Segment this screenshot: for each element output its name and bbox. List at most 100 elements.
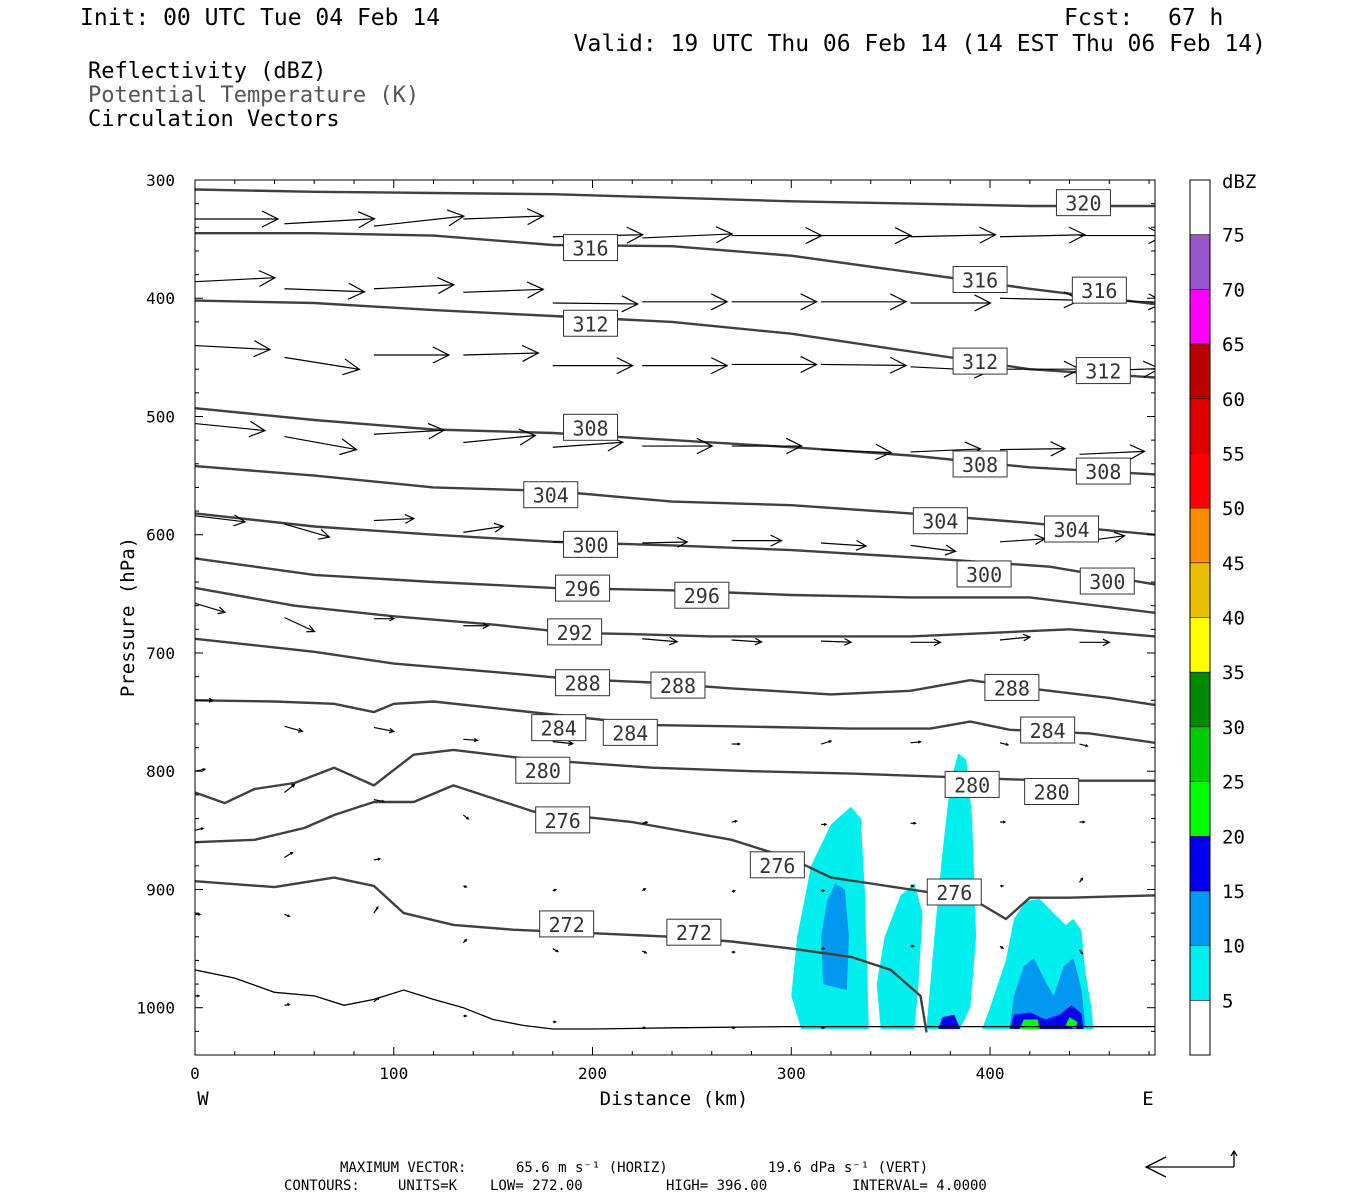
- x-tick-label: 100: [379, 1064, 408, 1083]
- vector-shaft: [552, 741, 573, 745]
- vector-shaft: [284, 616, 315, 633]
- vector-shaft: [284, 784, 295, 793]
- vector-head: [616, 357, 635, 375]
- contour-label-box: 304: [912, 507, 968, 535]
- contour-label: 280: [1034, 781, 1070, 805]
- contour-label-box: 316: [952, 266, 1008, 294]
- colorbar-label: 15: [1222, 881, 1245, 903]
- contour-label-bg: [523, 481, 579, 509]
- vector-head: [800, 355, 818, 373]
- circulation-vector: [999, 742, 1010, 746]
- circulation-vector: [910, 740, 922, 744]
- vector-shaft: [463, 434, 536, 444]
- colorbar-swatch: [1190, 398, 1210, 454]
- vector-shaft: [284, 523, 330, 538]
- contour-label-box: 300: [1079, 567, 1135, 595]
- vector-head: [287, 914, 291, 918]
- y-tick-label: 300: [146, 171, 175, 190]
- circulation-vector: [195, 912, 202, 916]
- circulation-vector: [999, 884, 1005, 888]
- y-tick-label: 700: [146, 644, 175, 663]
- vector-shaft: [999, 742, 1009, 746]
- x-tick-label: 0: [190, 1064, 200, 1083]
- circulation-vector: [463, 884, 468, 888]
- colorbar-swatch: [1190, 344, 1210, 399]
- vector-shaft: [373, 726, 394, 733]
- circulation-vector: [642, 437, 714, 455]
- circulation-vector: [463, 738, 479, 743]
- circulation-vector: [373, 514, 416, 524]
- contour-label: 272: [676, 921, 712, 945]
- vector-head: [642, 1026, 647, 1030]
- colorbar-label: 75: [1222, 225, 1245, 247]
- vector-head: [208, 697, 215, 703]
- colorbar-label: 5: [1222, 990, 1233, 1012]
- circulation-vector: [284, 783, 296, 793]
- contour-label: 316: [962, 269, 998, 293]
- circulation-vector: [731, 227, 823, 245]
- circulation-vector: [284, 913, 291, 918]
- vector-head: [381, 799, 386, 803]
- vector-head: [913, 821, 917, 825]
- y-axis-title: Pressure (hPa): [117, 537, 139, 697]
- vector-head: [342, 358, 361, 376]
- contour-label-bg: [952, 347, 1008, 375]
- circulation-vector: [373, 799, 386, 803]
- vector-shaft: [910, 544, 956, 552]
- vector-head: [521, 344, 540, 362]
- contour-label: 296: [565, 577, 601, 601]
- vector-head: [526, 281, 545, 299]
- vector-head: [375, 905, 379, 910]
- field-circulation-vectors: Circulation Vectors: [88, 107, 340, 132]
- vector-head: [889, 356, 908, 374]
- circulation-vector: [1079, 743, 1089, 748]
- y-tick-label: 800: [146, 762, 175, 781]
- vector-head: [828, 739, 833, 744]
- contour-label: 312: [962, 350, 998, 374]
- vector-shaft: [1079, 743, 1088, 747]
- vector-head: [567, 740, 575, 746]
- circulation-vector: [463, 281, 545, 299]
- init-time: Init: 00 UTC Tue 04 Feb 14: [80, 5, 440, 31]
- vector-shaft: [999, 297, 1080, 301]
- field-reflectivity: Reflectivity (dBZ): [88, 59, 326, 84]
- contour-label-box: 304: [1044, 515, 1100, 543]
- circulation-vector: [195, 602, 227, 615]
- contour-label-bg: [535, 806, 591, 834]
- vector-head: [555, 949, 559, 953]
- circulation-vector: [195, 269, 277, 288]
- vector-head: [643, 950, 648, 954]
- plot-frame: [194, 179, 1156, 1056]
- circulation-vector: [373, 615, 396, 622]
- circulation-vector: [910, 544, 957, 556]
- vector-head: [388, 727, 396, 734]
- contour-label: 300: [572, 533, 608, 557]
- circulation-vector: [642, 1026, 647, 1030]
- vector-head: [1005, 742, 1010, 746]
- circulation-vector: [373, 422, 446, 440]
- contours-label: CONTOURS:: [284, 1178, 360, 1194]
- colorbar-label: 60: [1222, 389, 1245, 411]
- contour-label-bg: [1055, 189, 1111, 217]
- vector-shaft: [463, 525, 504, 533]
- colorbar-label: 30: [1222, 717, 1245, 739]
- vector-shaft: [820, 740, 832, 745]
- contour-label-bg: [539, 910, 595, 938]
- y-tick-label: 600: [146, 526, 175, 545]
- circulation-vector: [999, 226, 1087, 244]
- vector-head: [732, 950, 736, 954]
- circulation-vector: [999, 291, 1082, 309]
- contour-label-box: 276: [926, 878, 982, 906]
- x-tick-label: 400: [976, 1064, 1005, 1083]
- circulation-vector: [821, 947, 826, 951]
- vector-head: [518, 428, 537, 446]
- contour-label-bg: [555, 669, 611, 697]
- circulation-vector: [463, 344, 540, 362]
- circulation-vector: [642, 357, 729, 375]
- vector-shaft: [552, 302, 638, 305]
- theta-contour-280: [195, 748, 1155, 805]
- vector-head: [1000, 884, 1005, 888]
- vector-shaft: [284, 356, 360, 370]
- colorbar-swatch: [1190, 562, 1210, 618]
